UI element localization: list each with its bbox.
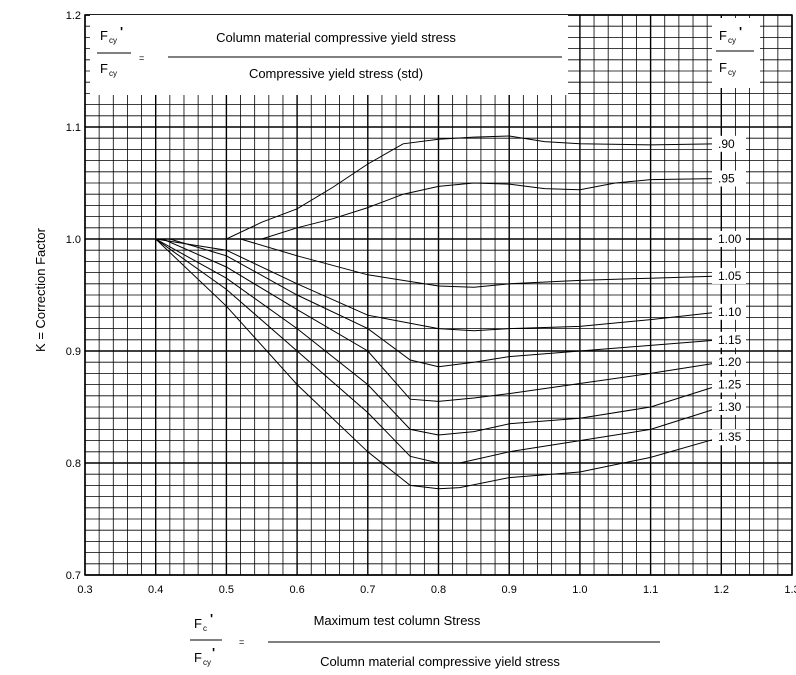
x-tick-label: 1.0 bbox=[572, 584, 587, 596]
bottom-eq-lhs-den: F bbox=[194, 650, 202, 665]
top-eq-lhs-num-sub: cy bbox=[109, 36, 117, 45]
y-axis-label: K = Correction Factor bbox=[33, 227, 48, 352]
series-line-p95 bbox=[85, 179, 721, 240]
bottom-eq-numerator: Maximum test column Stress bbox=[314, 613, 481, 628]
top-eq-lhs-den: F bbox=[100, 61, 108, 76]
top-eq-lhs-num-prime: ' bbox=[120, 24, 123, 39]
x-tick-label: 0.7 bbox=[360, 584, 375, 596]
top-eq-equals: = bbox=[139, 53, 144, 63]
series-label-1p20: 1.20 bbox=[718, 355, 742, 369]
bottom-eq-lhs-num-prime: ' bbox=[210, 611, 213, 626]
series-label-1p10: 1.10 bbox=[718, 305, 742, 319]
legend-header: F cy ' F cy bbox=[712, 18, 760, 88]
series-line-1p20 bbox=[85, 239, 721, 401]
bottom-eq-lhs-den-sub: cy bbox=[203, 658, 211, 667]
y-tick-label: 1.2 bbox=[66, 10, 81, 22]
legend-num: F bbox=[719, 28, 727, 43]
x-tick-label: 0.4 bbox=[148, 584, 163, 596]
top-eq-denominator: Compressive yield stress (std) bbox=[249, 66, 423, 81]
x-tick-label: 0.3 bbox=[77, 584, 92, 596]
series-label-1p30: 1.30 bbox=[718, 400, 742, 414]
series-line-p90 bbox=[85, 136, 721, 239]
series-label-1p25: 1.25 bbox=[718, 378, 742, 392]
x-tick-label: 1.2 bbox=[714, 584, 729, 596]
top-eq-lhs-den-sub: cy bbox=[109, 69, 117, 78]
x-tick-label: 0.6 bbox=[289, 584, 304, 596]
top-equation: F cy ' F cy = Column material compressiv… bbox=[90, 15, 568, 95]
series-label-p95: .95 bbox=[718, 172, 735, 186]
bottom-eq-equals: = bbox=[239, 637, 244, 647]
y-tick-label: 1.0 bbox=[66, 234, 81, 246]
series-label-1p35: 1.35 bbox=[718, 430, 742, 444]
y-tick-label: 0.8 bbox=[66, 458, 81, 470]
series-line-1p15 bbox=[85, 239, 721, 367]
series-label-1p15: 1.15 bbox=[718, 333, 742, 347]
x-tick-label: 1.3 bbox=[784, 584, 796, 596]
y-tick-label: 1.1 bbox=[66, 122, 81, 134]
x-tick-label: 0.8 bbox=[431, 584, 446, 596]
bottom-eq-lhs-num: F bbox=[194, 616, 202, 631]
top-eq-lhs-num: F bbox=[100, 28, 108, 43]
series-line-1p35 bbox=[85, 239, 721, 489]
x-tick-label: 0.9 bbox=[502, 584, 517, 596]
legend-num-sub: cy bbox=[728, 36, 736, 45]
bottom-equation: F c ' F cy ' = Maximum test column Stres… bbox=[190, 611, 660, 669]
legend-num-prime: ' bbox=[739, 24, 742, 39]
series-labels: .90 .95 1.00 1.05 1.10 1.15 1.20 1.25 1.30 1.35 bbox=[712, 136, 746, 445]
bottom-eq-denominator: Column material compressive yield stress bbox=[320, 654, 560, 669]
x-tick-label: 1.1 bbox=[643, 584, 658, 596]
series-curves bbox=[85, 136, 721, 489]
plot-grid bbox=[85, 15, 792, 575]
x-tick-label: 0.5 bbox=[219, 584, 234, 596]
series-line-1p25 bbox=[85, 239, 721, 435]
top-equation-box bbox=[90, 15, 568, 95]
bottom-eq-lhs-den-prime: ' bbox=[212, 645, 215, 660]
y-tick-label: 0.7 bbox=[66, 570, 81, 582]
legend-den-sub: cy bbox=[728, 68, 736, 77]
series-label-p90: .90 bbox=[718, 137, 735, 151]
legend-den: F bbox=[719, 60, 727, 75]
y-tick-label: 0.9 bbox=[66, 346, 81, 358]
series-label-1p05: 1.05 bbox=[718, 269, 742, 283]
series-label-1p00: 1.00 bbox=[718, 232, 742, 246]
bottom-eq-lhs-num-sub: c bbox=[203, 624, 207, 633]
top-eq-numerator: Column material compressive yield stress bbox=[216, 30, 456, 45]
